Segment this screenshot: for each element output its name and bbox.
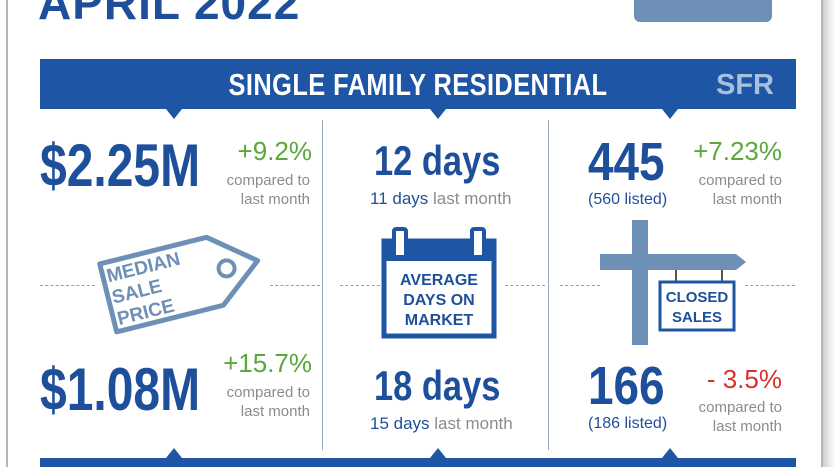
- days-bottom-last-suffix: last month: [434, 414, 513, 433]
- banner-notch-right: [662, 109, 678, 119]
- days-label-line2: DAYS ON: [403, 292, 474, 309]
- median-price-top-note: compared to last month: [202, 171, 310, 209]
- note-line: compared to: [226, 172, 310, 189]
- dashed-line: [270, 285, 320, 286]
- bottom-banner: [40, 458, 796, 467]
- note-line: last month: [712, 191, 782, 208]
- median-price-top-value: $2.25M: [40, 132, 201, 199]
- dashed-line: [40, 285, 95, 286]
- median-price-bottom-value: $1.08M: [40, 356, 201, 423]
- days-top-last: 11 days last month: [370, 189, 511, 209]
- days-bottom-value: 18 days: [374, 362, 501, 409]
- closed-top-value: 445: [588, 132, 665, 192]
- closed-label-line2: SALES: [672, 309, 722, 326]
- calendar-icon: AVERAGE DAYS ON MARKET: [381, 227, 497, 339]
- closed-top-change: +7.23%: [693, 136, 782, 166]
- days-top-value: 12 days: [374, 137, 501, 184]
- days-label-line3: MARKET: [405, 312, 474, 329]
- closed-bottom-note: compared to last month: [672, 398, 782, 436]
- report-title: APRIL 2022: [38, 0, 301, 29]
- banner-notch-left: [166, 109, 182, 119]
- closed-top-listed: (560 listed): [588, 191, 668, 208]
- bottom-notch-center: [430, 448, 446, 458]
- median-price-bottom-change: +15.7%: [223, 348, 312, 378]
- days-top-last-suffix: last month: [433, 189, 512, 208]
- days-bottom-last-value: 15 days: [370, 414, 430, 433]
- closed-bottom-value: 166: [588, 356, 665, 416]
- note-line: compared to: [698, 399, 782, 416]
- section-tag: SFR: [716, 69, 774, 101]
- note-line: last month: [240, 403, 310, 420]
- bottom-notch-left: [166, 448, 182, 458]
- dashed-line: [745, 285, 795, 286]
- price-tag-icon: MEDIAN SALE PRICE: [97, 234, 261, 335]
- note-line: compared to: [226, 384, 310, 401]
- page-shadow: [823, 0, 835, 467]
- signpost-icon: CLOSED SALES: [600, 220, 746, 345]
- closed-label-line1: CLOSED: [666, 289, 729, 306]
- median-price-top-change: +9.2%: [237, 136, 312, 166]
- column-divider-left: [322, 120, 323, 450]
- section-banner: SINGLE FAMILY RESIDENTIAL SFR: [40, 59, 796, 109]
- days-label-line1: AVERAGE: [400, 272, 478, 289]
- days-top-last-value: 11 days: [370, 189, 429, 208]
- median-price-bottom-note: compared to last month: [202, 383, 310, 421]
- closed-top-note: compared to last month: [672, 171, 782, 209]
- days-bottom-last: 15 days last month: [370, 414, 513, 434]
- note-line: last month: [712, 418, 782, 435]
- closed-bottom-change: - 3.5%: [706, 364, 782, 394]
- dashed-line: [340, 285, 380, 286]
- bottom-notch-right: [662, 448, 678, 458]
- banner-notch-center: [430, 109, 446, 119]
- dashed-line: [505, 285, 545, 286]
- dashed-line: [560, 285, 600, 286]
- column-divider-right: [548, 120, 549, 450]
- note-line: compared to: [698, 172, 782, 189]
- note-line: last month: [240, 191, 310, 208]
- section-title: SINGLE FAMILY RESIDENTIAL: [228, 67, 608, 102]
- header-badge: [634, 0, 772, 22]
- closed-bottom-listed: (186 listed): [588, 415, 668, 432]
